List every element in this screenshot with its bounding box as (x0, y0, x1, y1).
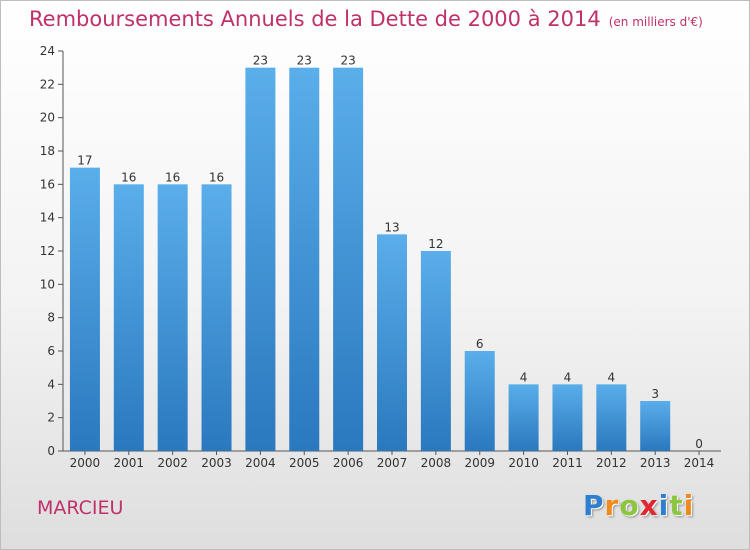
x-axis: 2000 2001 2002 2003 2004 2005 2006 2007 2008 2009… (63, 450, 721, 470)
y-tick-label: 12 (40, 244, 55, 258)
data-label: 0 (695, 437, 703, 451)
logo-letter: x (639, 489, 659, 522)
y-tick-label: 18 (40, 144, 55, 158)
bar (640, 401, 671, 451)
y-tick-label: 24 (40, 44, 55, 58)
bars (69, 67, 671, 452)
bar (333, 67, 364, 452)
data-label: 16 (165, 170, 180, 184)
logo-letter: r (604, 489, 620, 522)
x-tick-label: 2006 (333, 456, 364, 470)
y-tick-label: 22 (40, 77, 55, 91)
x-tick-label: 2013 (640, 456, 671, 470)
data-label: 17 (77, 154, 92, 168)
data-label: 23 (297, 54, 312, 68)
y-tick-label: 8 (47, 311, 55, 325)
bar (552, 384, 583, 451)
data-label: 12 (428, 237, 443, 251)
x-tick-label: 2009 (464, 456, 495, 470)
town-name: MARCIEU (37, 497, 124, 519)
logo-letter: t (669, 489, 684, 522)
x-tick-label: 2008 (421, 456, 452, 470)
x-tick-label: 2011 (552, 456, 583, 470)
x-tick-label: 2003 (201, 456, 232, 470)
data-label: 4 (564, 370, 572, 384)
value-labels: 17 16 16 16 23 23 23 13 12 6 4 4 4 3 0 (77, 54, 703, 451)
x-tick-label: 2010 (508, 456, 539, 470)
data-label: 16 (121, 170, 136, 184)
bar (113, 184, 144, 452)
bar (245, 67, 276, 452)
logo-letter: i (658, 489, 670, 522)
logo-letter: i (683, 489, 695, 522)
y-tick-label: 10 (40, 277, 55, 291)
data-label: 4 (520, 370, 528, 384)
bar (69, 167, 100, 451)
data-label: 13 (384, 220, 399, 234)
logo-letter: o (619, 489, 640, 522)
chart-title: Remboursements Annuels de la Dette de 20… (29, 7, 703, 31)
bar (201, 184, 232, 452)
y-tick-label: 6 (47, 344, 55, 358)
data-label: 23 (340, 54, 355, 68)
bar (289, 67, 320, 452)
x-tick-label: 2002 (157, 456, 188, 470)
x-tick-label: 2001 (114, 456, 145, 470)
bar (420, 251, 451, 451)
y-tick-label: 0 (47, 444, 55, 458)
bar (464, 351, 495, 451)
y-tick-label: 16 (40, 177, 55, 191)
bar (377, 234, 407, 451)
unit-note: (en milliers d'€) (608, 15, 703, 29)
y-tick-label: 4 (47, 377, 55, 391)
data-label: 4 (608, 370, 616, 384)
data-label: 3 (651, 387, 659, 401)
x-tick-label: 2005 (289, 456, 320, 470)
y-tick-label: 20 (40, 111, 55, 125)
y-tick-label: 14 (40, 211, 55, 225)
data-label: 6 (476, 337, 484, 351)
data-label: 23 (253, 54, 268, 68)
data-label: 16 (209, 170, 224, 184)
chart-title-text: Remboursements Annuels de la Dette de 20… (29, 7, 601, 31)
bar (508, 384, 539, 451)
proxiti-logo: Proxiti (583, 489, 694, 522)
bar (596, 384, 627, 451)
x-tick-label: 2014 (684, 456, 715, 470)
x-tick-label: 2012 (596, 456, 627, 470)
y-tick-label: 2 (47, 411, 55, 425)
x-tick-label: 2004 (245, 456, 276, 470)
x-tick-label: 2000 (70, 456, 101, 470)
bar (157, 184, 188, 452)
logo-letter: P (583, 489, 605, 522)
x-tick-label: 2007 (377, 456, 408, 470)
